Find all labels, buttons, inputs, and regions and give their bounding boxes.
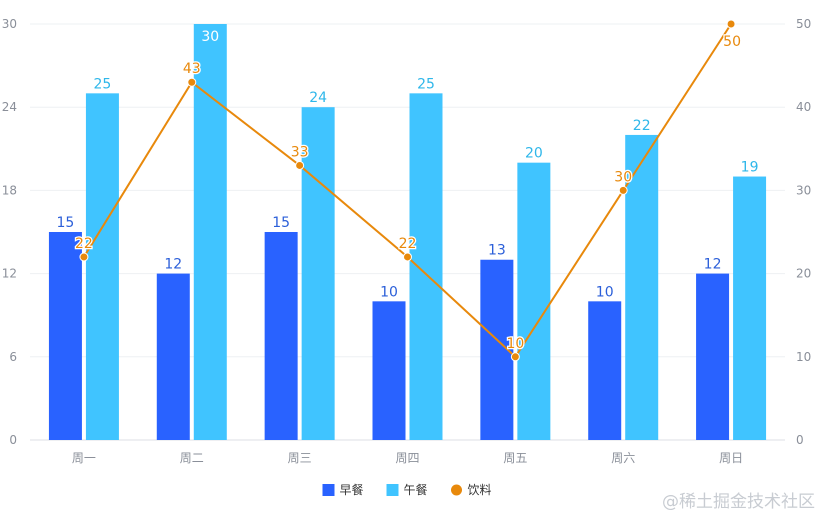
line-data-label: 50: [723, 34, 741, 50]
bar-早餐[interactable]: [264, 232, 298, 440]
legend-swatch-午餐[interactable]: [386, 484, 399, 496]
line-data-label: 33: [291, 144, 309, 160]
y-left-tick-label: 18: [2, 183, 17, 197]
x-tick-label: 周五: [503, 451, 527, 465]
legend-swatch-早餐[interactable]: [322, 484, 335, 496]
bar-早餐[interactable]: [48, 232, 82, 440]
legend-label[interactable]: 饮料: [468, 483, 492, 497]
bar-data-label: 12: [164, 257, 182, 273]
line-point[interactable]: [510, 352, 520, 362]
x-tick-label: 周六: [611, 451, 635, 465]
bar-data-label: 10: [380, 284, 398, 300]
x-tick-label: 周三: [288, 451, 312, 465]
x-tick-label: 周一: [72, 451, 96, 465]
bar-早餐[interactable]: [372, 301, 406, 440]
legend-swatch-饮料[interactable]: [451, 484, 462, 496]
y-right-tick-label: 0: [796, 433, 804, 447]
watermark: @稀土掘金技术社区: [662, 492, 815, 512]
bar-data-label: 12: [704, 257, 722, 273]
y-right-tick-label: 30: [796, 183, 811, 197]
bar-午餐[interactable]: [85, 93, 119, 440]
bar-data-label: 19: [741, 160, 759, 176]
bar-早餐[interactable]: [696, 273, 730, 440]
bar-午餐[interactable]: [301, 107, 335, 440]
y-left-tick-label: 12: [2, 267, 17, 281]
y-left-tick-label: 6: [9, 350, 17, 364]
bar-午餐[interactable]: [625, 134, 659, 440]
bar-data-label: 30: [201, 29, 219, 45]
line-point[interactable]: [79, 252, 89, 262]
y-right-tick-label: 50: [796, 17, 811, 31]
bar-data-label: 22: [633, 118, 651, 134]
bar-早餐[interactable]: [156, 273, 190, 440]
bar-午餐[interactable]: [517, 162, 551, 440]
bar-data-label: 10: [596, 284, 614, 300]
bar-data-label: 15: [272, 215, 290, 231]
bar-data-label: 25: [417, 76, 435, 92]
line-data-label: 30: [614, 169, 632, 185]
line-data-label: 22: [399, 236, 417, 252]
bar-data-label: 15: [57, 215, 75, 231]
x-tick-label: 周四: [395, 451, 419, 465]
bar-午餐[interactable]: [733, 176, 767, 441]
line-point[interactable]: [618, 185, 628, 195]
line-data-label: 10: [506, 336, 524, 352]
bar-data-label: 24: [309, 90, 327, 106]
x-tick-label: 周二: [180, 451, 204, 465]
y-left-tick-label: 24: [2, 100, 17, 114]
line-point[interactable]: [403, 252, 412, 262]
y-right-tick-label: 10: [796, 350, 811, 364]
line-data-label: 22: [75, 236, 93, 252]
bar-早餐[interactable]: [588, 301, 622, 440]
line-point[interactable]: [295, 160, 305, 170]
legend-label[interactable]: 午餐: [404, 482, 428, 497]
line-point[interactable]: [187, 77, 197, 87]
line-data-label: 43: [183, 61, 201, 77]
bar-午餐[interactable]: [193, 24, 227, 440]
legend-label[interactable]: 早餐: [340, 482, 364, 497]
bar-data-label: 13: [488, 243, 506, 259]
bar-data-label: 25: [94, 76, 112, 92]
x-tick-label: 周日: [719, 451, 743, 465]
y-right-tick-label: 20: [796, 267, 811, 281]
y-left-tick-label: 0: [9, 433, 17, 447]
bar-午餐[interactable]: [409, 93, 443, 440]
y-right-tick-label: 40: [796, 100, 811, 114]
y-left-tick-label: 30: [2, 17, 17, 31]
bar-data-label: 20: [525, 146, 543, 162]
line-point[interactable]: [726, 19, 736, 29]
